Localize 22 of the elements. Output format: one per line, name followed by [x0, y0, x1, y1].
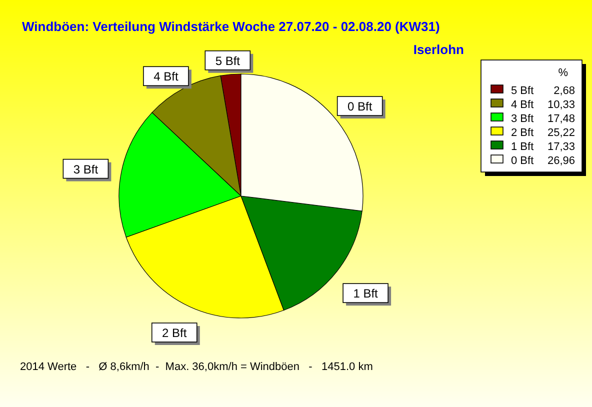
- legend-label: 1 Bft: [511, 141, 534, 153]
- chart-title: Windböen: Verteilung Windstärke Woche 27.07.20 - 02.08.20 (KW31): [22, 19, 440, 34]
- slice-label: 4 Bft: [154, 70, 179, 84]
- slice-label: 1 Bft: [353, 286, 379, 301]
- data-label: 10,33: [547, 99, 575, 111]
- slice-label: 0 Bft: [347, 100, 373, 114]
- text: 2014 Werte - Ø 8,6km/h - Max. 36,0km/h = Windböen - 1451.0 km: [20, 361, 373, 373]
- legend-label: 0 Bft: [511, 155, 534, 167]
- data-label: 25,22: [547, 127, 575, 139]
- legend-label: 4 Bft: [511, 99, 534, 111]
- chart-subtitle: Iserlohn: [413, 42, 464, 57]
- slice-label: 5 Bft: [215, 54, 241, 68]
- legend-label: 2 Bft: [511, 127, 534, 139]
- legend-title: %: [558, 67, 568, 79]
- data-label: 2,68: [554, 85, 575, 97]
- legend-label: 3 Bft: [511, 113, 534, 125]
- legend-label: 5 Bft: [511, 85, 534, 97]
- data-label: 17,48: [547, 113, 575, 125]
- slice-label: 2 Bft: [162, 326, 188, 340]
- slice-label: 3 Bft: [73, 162, 99, 176]
- data-label: 17,33: [547, 141, 575, 153]
- data-label: 26,96: [547, 155, 575, 167]
